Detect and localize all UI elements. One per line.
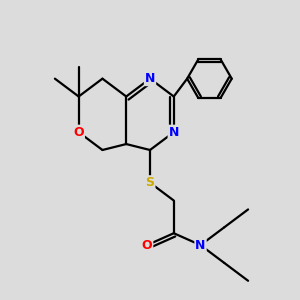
Text: O: O	[142, 238, 152, 252]
Text: S: S	[146, 176, 154, 189]
Text: N: N	[169, 126, 179, 139]
Text: N: N	[145, 72, 155, 85]
Text: O: O	[74, 126, 84, 139]
Text: N: N	[195, 238, 206, 252]
